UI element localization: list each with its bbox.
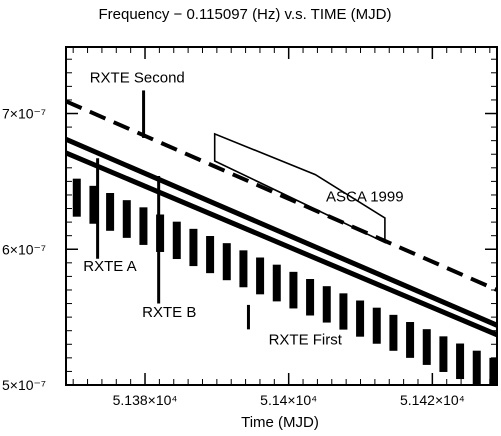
annotation-label: ASCA 1999 [326, 189, 404, 206]
annotation-label: RXTE B [142, 304, 196, 321]
hatch-bar [439, 336, 448, 372]
hatch-bar [356, 300, 365, 337]
hatch-bar [289, 271, 298, 309]
series-rxte-first [72, 178, 497, 385]
y-tick-label: 7×10⁻⁷ [2, 106, 46, 122]
annotation-asca-1999: ASCA 1999 [326, 189, 404, 206]
annotation-rxte-a: RXTE A [83, 158, 137, 275]
x-axis-label: Time (MJD) [241, 414, 319, 431]
hatch-bar [406, 322, 415, 358]
chart-title: Frequency − 0.115097 (Hz) v.s. TIME (MJD… [98, 6, 391, 23]
series-rxte-a [66, 137, 497, 338]
hatch-bar [322, 286, 331, 323]
annotations: RXTE Second ASCA 1999 RXTE A RXTE B RXTE Fir… [83, 69, 403, 348]
series-asca-1999 [213, 132, 386, 244]
hatch-bar [122, 200, 131, 238]
hatch-bar [306, 279, 315, 316]
x-tick-label: 5.14×10⁴ [260, 392, 317, 408]
y-tick-label: 6×10⁻⁷ [2, 241, 46, 257]
hatch-bar [139, 207, 148, 245]
hatch-bar [206, 236, 215, 274]
annotation-label: RXTE A [83, 258, 136, 275]
hatch-bar [172, 221, 181, 260]
hatch-bar [222, 243, 231, 281]
hatch-bar [272, 264, 281, 302]
hatch-bar [456, 343, 465, 380]
series-rxte-second [66, 99, 497, 292]
annotation-rxte-first: RXTE First [246, 304, 343, 348]
axis-ticks: 5.138×10⁴ 5.14×10⁴ 5.142×10⁴ 5×10⁻⁷ 6×10⁻⁷ 7×… [2, 47, 497, 408]
series-rxte-a-upper [66, 137, 497, 328]
hatch-bar [472, 350, 481, 385]
hatch-bar [422, 329, 431, 365]
hatch-bar [372, 307, 381, 344]
y-tick-label: 5×10⁻⁷ [2, 377, 46, 393]
plot-area [66, 99, 497, 385]
hatch-bar [89, 185, 98, 224]
annotation-label: RXTE First [269, 331, 343, 348]
x-tick-label: 5.142×10⁴ [400, 392, 465, 408]
plot-frame [65, 46, 498, 386]
hatch-bar [256, 257, 265, 295]
x-tick-label: 5.138×10⁴ [113, 392, 178, 408]
annotation-label: RXTE Second [90, 69, 185, 86]
hatch-bar [106, 193, 115, 231]
hatch-bar [239, 250, 248, 288]
hatch-bar [72, 178, 81, 217]
series-rxte-a-lower [66, 150, 497, 338]
annotation-rxte-second: RXTE Second [90, 69, 185, 138]
hatch-bar [189, 228, 198, 267]
hatch-bar [339, 293, 348, 330]
annotation-rxte-b: RXTE B [142, 175, 196, 321]
hatch-bar [389, 314, 398, 351]
